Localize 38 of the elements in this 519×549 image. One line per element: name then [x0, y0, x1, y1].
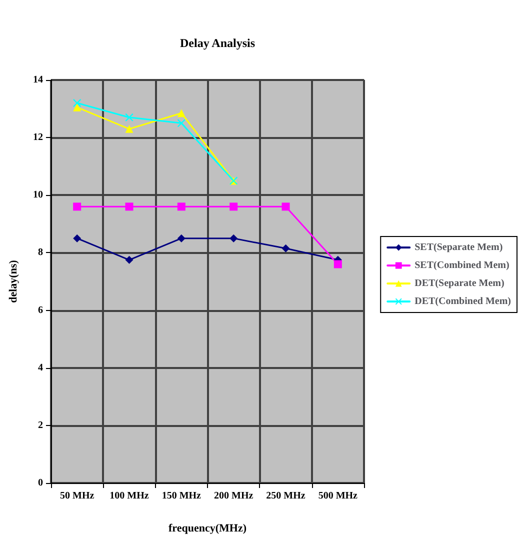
- y-tick-label: 6: [38, 304, 43, 316]
- x-tick-label: 500 MHz: [318, 490, 358, 502]
- point: [125, 113, 134, 122]
- x-tick-label: 50 MHz: [60, 490, 95, 502]
- y-tick-label: 8: [38, 247, 43, 258]
- x-tick-label: 100 MHz: [110, 490, 150, 502]
- point: [230, 202, 238, 211]
- point: [177, 119, 186, 128]
- point: [282, 244, 290, 252]
- point: [230, 234, 238, 242]
- point: [73, 202, 82, 211]
- legend-label: DET(Separate Mem): [414, 278, 504, 289]
- point: [125, 256, 134, 264]
- point: [177, 234, 186, 242]
- point: [125, 124, 134, 133]
- point: [177, 109, 186, 118]
- legend-label: SET(Combined Mem): [414, 260, 510, 271]
- point: [125, 202, 134, 211]
- x-tick-label: 150 MHz: [162, 490, 202, 502]
- y-tick-label: 10: [33, 190, 43, 201]
- y-tick-label: 0: [38, 478, 43, 488]
- x-tick-label: 200 MHz: [214, 490, 254, 502]
- legend-label: SET(Separate Mem): [414, 242, 503, 253]
- point: [282, 202, 290, 211]
- legend-label: DET(Combined Mem): [414, 296, 512, 307]
- point: [73, 99, 82, 108]
- point: [177, 202, 186, 211]
- chart-title: Delay Analysis: [180, 36, 256, 50]
- x-axis-title: frequency(MHz): [168, 522, 247, 534]
- point: [73, 103, 82, 112]
- point: [334, 260, 342, 268]
- y-axis-title: delay(ns): [8, 260, 20, 303]
- x-tick-label: 250 MHz: [266, 490, 306, 502]
- y-tick-label: 12: [33, 132, 43, 144]
- y-tick-label: 14: [33, 74, 43, 86]
- point: [73, 234, 82, 242]
- y-tick-label: 4: [38, 362, 43, 374]
- y-tick-label: 2: [38, 420, 43, 431]
